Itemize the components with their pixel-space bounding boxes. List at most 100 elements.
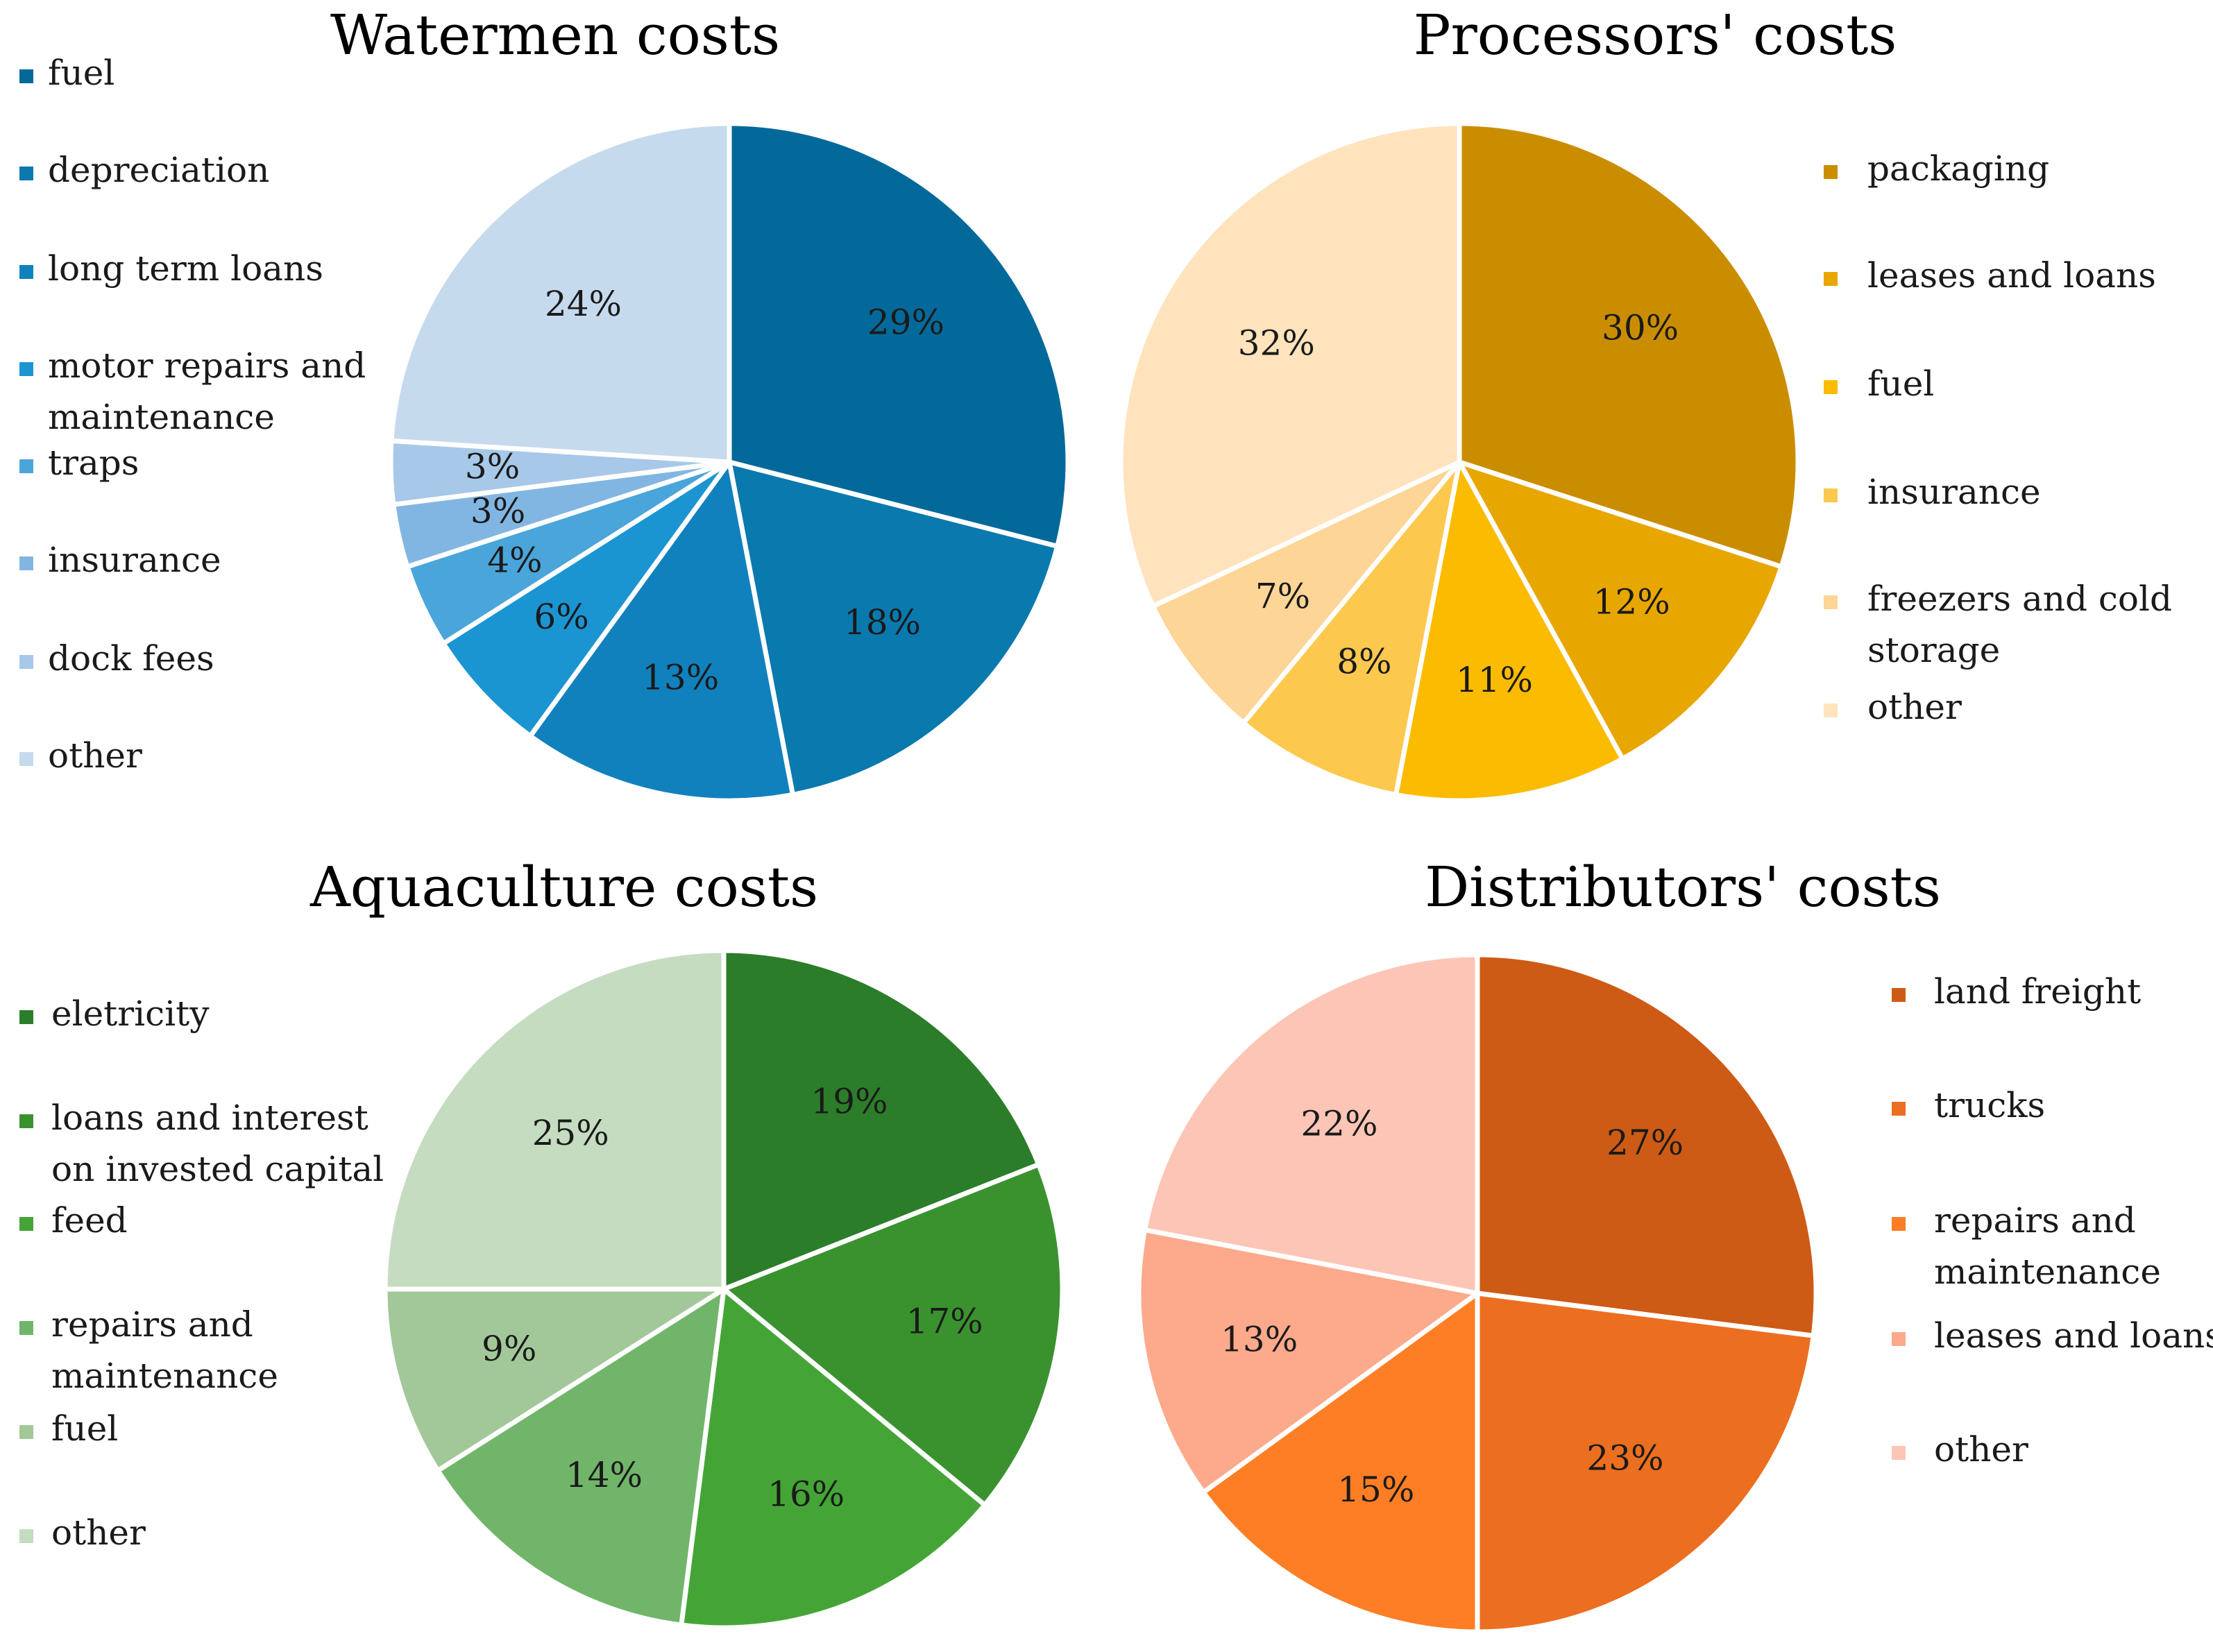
pie-slice-eletricity	[721, 948, 1042, 1292]
legend-label: repairs and	[51, 1304, 253, 1345]
pie-chart-distributors-costs: Distributors' costs 27% land freight 23% tru…	[1136, 855, 2213, 1635]
legend-item-other: other	[19, 1513, 146, 1553]
data-label-dock-fees: 3%	[465, 447, 520, 487]
legend-label: other	[1867, 687, 1962, 727]
data-label-feed: 16%	[768, 1474, 845, 1515]
data-label-traps: 4%	[487, 540, 542, 580]
pie-slice-fuel	[727, 121, 1071, 549]
pie-slice-loans-and-interest-on-invested-capital	[721, 1161, 1065, 1508]
legend-swatch	[1892, 1446, 1906, 1460]
legend-label: dock fees	[48, 638, 214, 679]
legend-label: leases and loans	[1934, 1315, 2213, 1356]
data-label-packaging: 30%	[1602, 308, 1679, 348]
pie-slice-packaging	[1457, 121, 1801, 570]
legend-label: maintenance	[1934, 1252, 2161, 1292]
legend-label: fuel	[1867, 364, 1934, 404]
legend-swatch	[1892, 1217, 1906, 1231]
pie-slice-repairs-and-maintenance	[1201, 1291, 1480, 1635]
legend-swatch	[1824, 488, 1838, 502]
legend-label: other	[51, 1513, 146, 1553]
legend-label: fuel	[48, 53, 115, 93]
data-label-depreciation: 18%	[844, 602, 921, 642]
pie-slice-other	[1142, 952, 1480, 1296]
legend-item-fuel: fuel	[19, 53, 115, 93]
legend-swatch	[19, 655, 33, 669]
pie-slice-other	[1118, 121, 1462, 609]
data-label-long-term-loans: 13%	[642, 657, 719, 697]
data-label-freezers-and-cold-storage: 7%	[1255, 576, 1310, 616]
pie-slice-motor-repairs-and-maintenance	[441, 459, 732, 739]
pie-slice-other	[382, 948, 727, 1292]
legend-item-leases-and-loans: leases and loans	[1892, 1315, 2213, 1356]
pie-slice-leases-and-loans	[1457, 459, 1784, 762]
legend-item-other: other	[1892, 1429, 2028, 1470]
legend-item-other: other	[19, 735, 142, 776]
legend-label: storage	[1867, 630, 2000, 670]
legend-swatch	[1824, 380, 1838, 394]
data-label-loans-and-interest-on-invested-capital: 17%	[906, 1301, 983, 1341]
legend-label: on invested capital	[51, 1149, 384, 1189]
legend-item-traps: traps	[19, 443, 139, 483]
legend-swatch	[19, 1425, 33, 1439]
legend-label: loans and interest	[51, 1098, 368, 1138]
legend-label: long term loans	[48, 248, 323, 289]
legend-label: insurance	[48, 540, 221, 580]
pie-slice-freezers-and-cold-storage	[1150, 459, 1462, 726]
legend-label: maintenance	[51, 1356, 278, 1396]
data-label-insurance: 3%	[470, 491, 525, 531]
legend-item-leases-and-loans: leases and loans	[1824, 255, 2156, 296]
legend-label: other	[48, 735, 142, 776]
legend-label: land freight	[1934, 971, 2141, 1012]
legend-item-long-term-loans: long term loans	[19, 248, 323, 289]
legend-swatch	[19, 69, 33, 83]
legend-swatch	[19, 1010, 33, 1024]
legend-item-insurance: insurance	[19, 540, 221, 580]
legend-label: depreciation	[48, 150, 269, 190]
legend-label: packaging	[1867, 148, 2049, 189]
legend-swatch	[1824, 704, 1838, 717]
data-label-fuel: 29%	[867, 303, 944, 343]
legend-item-dock-fees: dock fees	[19, 638, 214, 679]
data-label-other: 25%	[532, 1113, 609, 1153]
legend-swatch	[19, 556, 33, 570]
pie-slice-trucks	[1475, 1291, 1816, 1635]
data-label-fuel: 11%	[1456, 660, 1533, 700]
data-label-leases-and-loans: 13%	[1221, 1319, 1298, 1359]
legend-label: feed	[51, 1200, 128, 1241]
pie-slice-long-term-loans	[527, 459, 795, 803]
legend-item-insurance: insurance	[1824, 472, 2041, 512]
data-label-eletricity: 19%	[811, 1082, 888, 1122]
legend-item-other: other	[1824, 687, 1962, 727]
legend-item-eletricity: eletricity	[19, 994, 210, 1034]
legend-swatch	[1892, 988, 1906, 1002]
legend-item-packaging: packaging	[1824, 148, 2049, 189]
legend-swatch	[1892, 1102, 1906, 1116]
data-label-fuel: 9%	[482, 1329, 536, 1369]
legend-swatch	[19, 167, 33, 180]
pie-slice-feed	[679, 1286, 987, 1630]
legend-item-trucks: trucks	[1892, 1085, 2045, 1125]
chart-title: Aquaculture costs	[310, 855, 818, 919]
legend-swatch	[19, 752, 33, 766]
legend-swatch	[19, 1529, 33, 1543]
data-label-other: 32%	[1238, 323, 1315, 364]
legend-item-motor-repairs-and-maintenance: motor repairs and maintenance	[19, 346, 366, 437]
legend-item-repairs-and-maintenance: repairs and maintenance	[1892, 1200, 2161, 1292]
pie-slice-depreciation	[727, 459, 1060, 797]
pie-chart-processors-costs: Processors' costs 30% packaging 12% leases a…	[1118, 3, 2172, 803]
legend-label: trucks	[1934, 1085, 2045, 1125]
pie-slice-insurance	[1241, 459, 1462, 797]
legend-item-land-freight: land freight	[1892, 971, 2141, 1012]
legend-swatch	[1892, 1332, 1906, 1346]
legend-swatch	[1824, 165, 1838, 179]
legend-item-depreciation: depreciation	[19, 150, 269, 190]
data-label-leases-and-loans: 12%	[1593, 581, 1670, 622]
pie-slice-fuel	[1393, 459, 1625, 803]
legend-item-fuel: fuel	[1824, 364, 1934, 404]
legend-swatch	[19, 265, 33, 279]
data-label-repairs-and-maintenance: 14%	[566, 1455, 643, 1495]
data-label-trucks: 23%	[1586, 1438, 1663, 1479]
legend-label: fuel	[51, 1408, 118, 1449]
pie-slice-leases-and-loans	[1136, 1227, 1480, 1495]
pie-slice-fuel	[382, 1286, 727, 1473]
